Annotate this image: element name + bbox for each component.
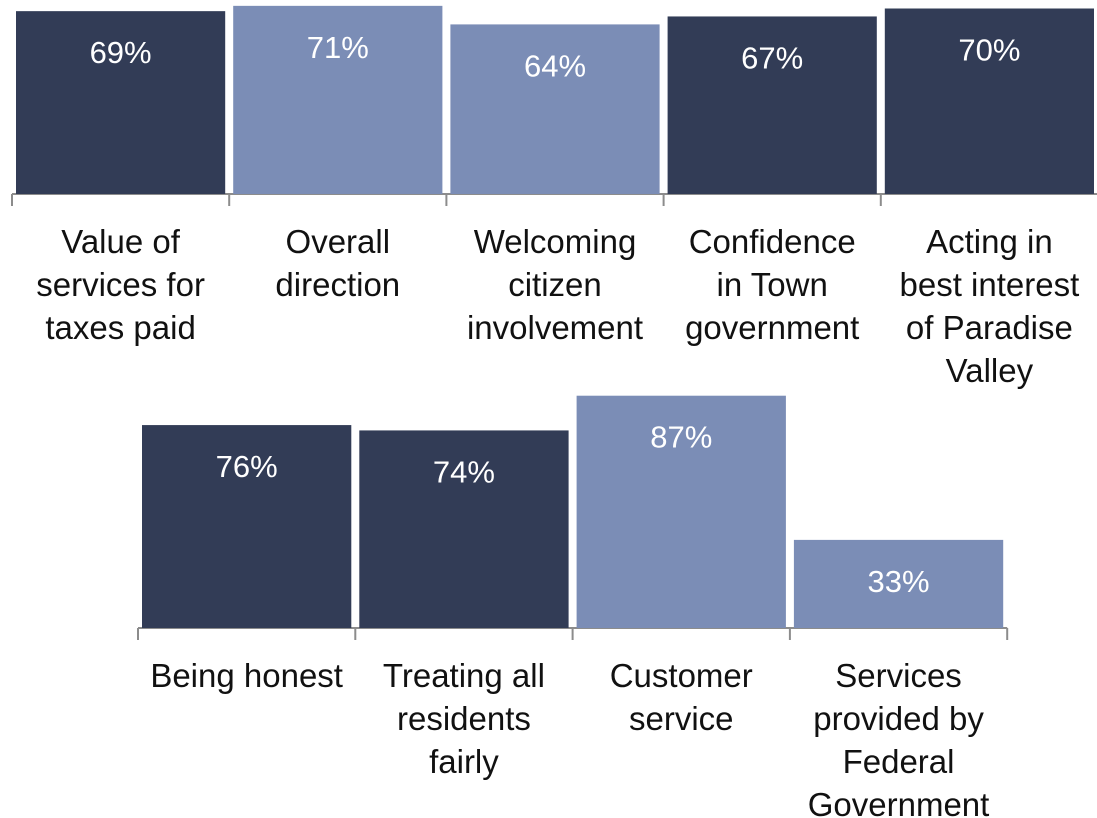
- data-label: 33%: [868, 564, 930, 599]
- bar: [450, 24, 660, 195]
- bar: [793, 539, 1004, 628]
- data-label: 64%: [524, 48, 586, 83]
- category-label: Value of services for taxes paid: [36, 223, 205, 346]
- category-label-line: Overall: [286, 223, 391, 260]
- category-label: Services provided by Federal Government: [808, 657, 990, 818]
- category-label-line: government: [685, 309, 859, 346]
- bar: [359, 430, 569, 628]
- data-label: 76%: [216, 449, 278, 484]
- category-label-line: Valley: [946, 352, 1034, 389]
- category-label: Being honest: [150, 657, 343, 694]
- category-label: Confidence in Town government: [685, 223, 859, 346]
- category-label-line: Value of: [61, 223, 180, 260]
- category-label-line: provided by: [813, 700, 984, 737]
- category-label-line: citizen: [508, 266, 602, 303]
- bar: [142, 425, 352, 628]
- category-label-line: in Town: [717, 266, 828, 303]
- category-label-line: direction: [275, 266, 400, 303]
- category-label-line: taxes paid: [45, 309, 195, 346]
- category-label-line: services for: [36, 266, 205, 303]
- data-label: 87%: [650, 420, 712, 455]
- category-label: Overall direction: [275, 223, 400, 303]
- bar: [16, 11, 226, 195]
- category-label: Acting in best interest of Paradise Valley: [900, 223, 1080, 389]
- category-label-line: Acting in: [926, 223, 1053, 260]
- top-bar-chart: 69% Value of services for taxes paid 71% Over…: [11, 5, 1097, 389]
- category-label: Welcoming citizen involvement: [467, 223, 643, 346]
- data-label: 74%: [433, 454, 495, 489]
- category-label-line: of Paradise: [906, 309, 1073, 346]
- data-label: 67%: [741, 40, 803, 75]
- category-label-line: Welcoming: [474, 223, 637, 260]
- category-label-line: service: [629, 700, 734, 737]
- data-label: 69%: [90, 35, 152, 70]
- category-label-line: involvement: [467, 309, 643, 346]
- category-label: Treating all residents fairly: [383, 657, 545, 780]
- category-label-line: Customer: [610, 657, 753, 694]
- category-label-line: Federal: [843, 743, 955, 780]
- category-label-line: fairly: [429, 743, 499, 780]
- bar: [884, 8, 1094, 194]
- data-label: 70%: [958, 33, 1020, 68]
- category-label-line: Services: [835, 657, 962, 694]
- category-label: Customer service: [610, 657, 753, 737]
- bottom-bar-chart: 76% Being honest 74% Treating all residents f…: [137, 395, 1009, 818]
- category-label-line: residents: [397, 700, 531, 737]
- category-label-line: Confidence: [689, 223, 856, 260]
- category-label-line: Treating all: [383, 657, 545, 694]
- category-label-line: Government: [808, 786, 990, 818]
- bar: [233, 5, 443, 194]
- bar: [667, 16, 877, 195]
- data-label: 71%: [307, 30, 369, 65]
- category-label-line: Being honest: [150, 657, 343, 694]
- category-label-line: best interest: [900, 266, 1080, 303]
- bar: [576, 395, 786, 628]
